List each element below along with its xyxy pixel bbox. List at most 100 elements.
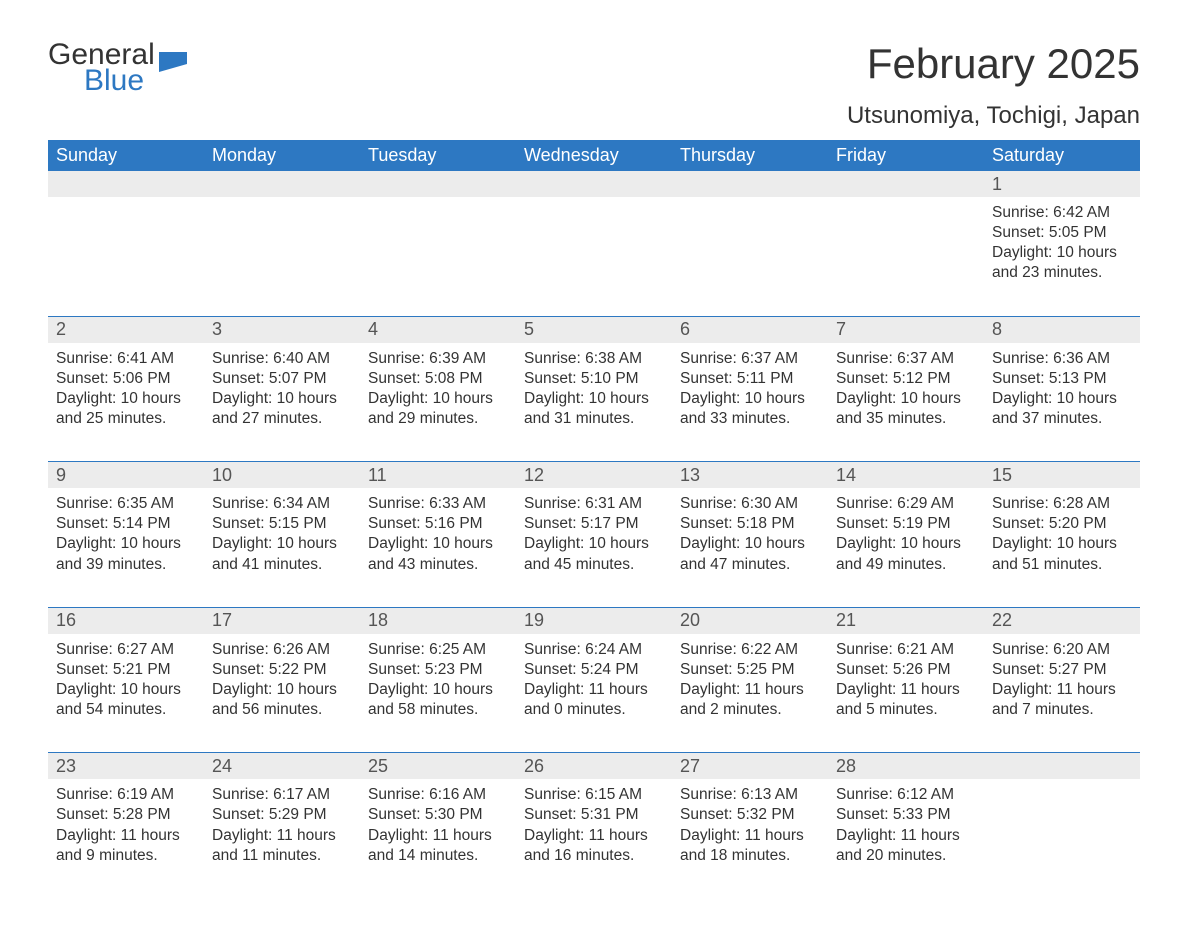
sunrise-line: Sunrise: 6:12 AM <box>836 785 976 805</box>
day-number: 15 <box>984 462 1140 488</box>
daylight-line: Daylight: 11 hours <box>836 826 976 846</box>
sunset-line: Sunset: 5:32 PM <box>680 805 820 825</box>
sunrise-line: Sunrise: 6:34 AM <box>212 494 352 514</box>
day-content-row: Sunrise: 6:42 AMSunset: 5:05 PMDaylight:… <box>48 197 1140 316</box>
daylight-line: Daylight: 11 hours <box>680 680 820 700</box>
day-header-wednesday: Wednesday <box>516 140 672 171</box>
sunrise-line: Sunrise: 6:17 AM <box>212 785 352 805</box>
daylight-line: Daylight: 10 hours <box>836 389 976 409</box>
calendar-body: 1Sunrise: 6:42 AMSunset: 5:05 PMDaylight… <box>48 171 1140 898</box>
sunrise-line: Sunrise: 6:38 AM <box>524 349 664 369</box>
day-header-sunday: Sunday <box>48 140 204 171</box>
sunset-line: Sunset: 5:05 PM <box>992 223 1132 243</box>
sunrise-line: Sunrise: 6:16 AM <box>368 785 508 805</box>
empty-day-content <box>48 197 204 316</box>
sunset-line: Sunset: 5:29 PM <box>212 805 352 825</box>
day-header-friday: Friday <box>828 140 984 171</box>
empty-day <box>672 171 828 197</box>
daylight-line: Daylight: 11 hours <box>836 680 976 700</box>
logo: General Blue <box>48 40 187 96</box>
daylight-line-2: and 47 minutes. <box>680 555 820 575</box>
day-number: 28 <box>828 753 984 779</box>
daylight-line: Daylight: 10 hours <box>680 389 820 409</box>
daylight-line-2: and 27 minutes. <box>212 409 352 429</box>
header: General Blue February 2025 <box>48 40 1140 96</box>
daylight-line: Daylight: 10 hours <box>212 534 352 554</box>
day-number: 1 <box>984 171 1140 197</box>
sunrise-line: Sunrise: 6:24 AM <box>524 640 664 660</box>
day-number: 22 <box>984 608 1140 634</box>
sunset-line: Sunset: 5:33 PM <box>836 805 976 825</box>
day-cell: Sunrise: 6:17 AMSunset: 5:29 PMDaylight:… <box>204 779 360 898</box>
day-header-monday: Monday <box>204 140 360 171</box>
calendar-table: SundayMondayTuesdayWednesdayThursdayFrid… <box>48 140 1140 898</box>
day-number: 25 <box>360 753 516 779</box>
sunset-line: Sunset: 5:15 PM <box>212 514 352 534</box>
sunset-line: Sunset: 5:22 PM <box>212 660 352 680</box>
day-cell: Sunrise: 6:19 AMSunset: 5:28 PMDaylight:… <box>48 779 204 898</box>
day-number: 16 <box>48 608 204 634</box>
day-number: 10 <box>204 462 360 488</box>
sunrise-line: Sunrise: 6:25 AM <box>368 640 508 660</box>
daylight-line-2: and 51 minutes. <box>992 555 1132 575</box>
day-number: 12 <box>516 462 672 488</box>
sunset-line: Sunset: 5:10 PM <box>524 369 664 389</box>
daylight-line-2: and 16 minutes. <box>524 846 664 866</box>
day-number: 5 <box>516 317 672 343</box>
day-number: 9 <box>48 462 204 488</box>
day-number: 26 <box>516 753 672 779</box>
sunrise-line: Sunrise: 6:37 AM <box>680 349 820 369</box>
empty-day-content <box>360 197 516 316</box>
day-number: 23 <box>48 753 204 779</box>
day-header-tuesday: Tuesday <box>360 140 516 171</box>
daylight-line: Daylight: 10 hours <box>836 534 976 554</box>
sunset-line: Sunset: 5:24 PM <box>524 660 664 680</box>
empty-day-content <box>984 779 1140 898</box>
empty-day <box>360 171 516 197</box>
daylight-line-2: and 54 minutes. <box>56 700 196 720</box>
day-cell: Sunrise: 6:16 AMSunset: 5:30 PMDaylight:… <box>360 779 516 898</box>
daylight-line: Daylight: 11 hours <box>212 826 352 846</box>
sunset-line: Sunset: 5:12 PM <box>836 369 976 389</box>
daylight-line-2: and 9 minutes. <box>56 846 196 866</box>
day-number: 6 <box>672 317 828 343</box>
sunset-line: Sunset: 5:16 PM <box>368 514 508 534</box>
daylight-line: Daylight: 11 hours <box>524 826 664 846</box>
sunrise-line: Sunrise: 6:30 AM <box>680 494 820 514</box>
daylight-line-2: and 56 minutes. <box>212 700 352 720</box>
sunset-line: Sunset: 5:11 PM <box>680 369 820 389</box>
day-cell: Sunrise: 6:37 AMSunset: 5:12 PMDaylight:… <box>828 343 984 462</box>
sunset-line: Sunset: 5:07 PM <box>212 369 352 389</box>
day-cell: Sunrise: 6:25 AMSunset: 5:23 PMDaylight:… <box>360 634 516 753</box>
sunset-line: Sunset: 5:21 PM <box>56 660 196 680</box>
day-number: 2 <box>48 317 204 343</box>
daylight-line-2: and 35 minutes. <box>836 409 976 429</box>
day-cell: Sunrise: 6:36 AMSunset: 5:13 PMDaylight:… <box>984 343 1140 462</box>
day-cell: Sunrise: 6:21 AMSunset: 5:26 PMDaylight:… <box>828 634 984 753</box>
day-cell: Sunrise: 6:38 AMSunset: 5:10 PMDaylight:… <box>516 343 672 462</box>
sunrise-line: Sunrise: 6:31 AM <box>524 494 664 514</box>
logo-flag-icon <box>159 46 187 79</box>
day-cell: Sunrise: 6:39 AMSunset: 5:08 PMDaylight:… <box>360 343 516 462</box>
day-cell: Sunrise: 6:27 AMSunset: 5:21 PMDaylight:… <box>48 634 204 753</box>
day-header-saturday: Saturday <box>984 140 1140 171</box>
sunrise-line: Sunrise: 6:27 AM <box>56 640 196 660</box>
daylight-line: Daylight: 10 hours <box>368 389 508 409</box>
daylight-line-2: and 58 minutes. <box>368 700 508 720</box>
daynum-row: 232425262728 <box>48 753 1140 779</box>
day-number: 7 <box>828 317 984 343</box>
sunrise-line: Sunrise: 6:21 AM <box>836 640 976 660</box>
sunrise-line: Sunrise: 6:41 AM <box>56 349 196 369</box>
day-cell: Sunrise: 6:34 AMSunset: 5:15 PMDaylight:… <box>204 488 360 607</box>
sunset-line: Sunset: 5:26 PM <box>836 660 976 680</box>
sunset-line: Sunset: 5:28 PM <box>56 805 196 825</box>
daynum-row: 1 <box>48 171 1140 197</box>
day-number: 19 <box>516 608 672 634</box>
daylight-line-2: and 39 minutes. <box>56 555 196 575</box>
sunrise-line: Sunrise: 6:36 AM <box>992 349 1132 369</box>
sunset-line: Sunset: 5:31 PM <box>524 805 664 825</box>
day-cell: Sunrise: 6:35 AMSunset: 5:14 PMDaylight:… <box>48 488 204 607</box>
day-cell: Sunrise: 6:30 AMSunset: 5:18 PMDaylight:… <box>672 488 828 607</box>
daylight-line-2: and 25 minutes. <box>56 409 196 429</box>
empty-day-content <box>828 197 984 316</box>
